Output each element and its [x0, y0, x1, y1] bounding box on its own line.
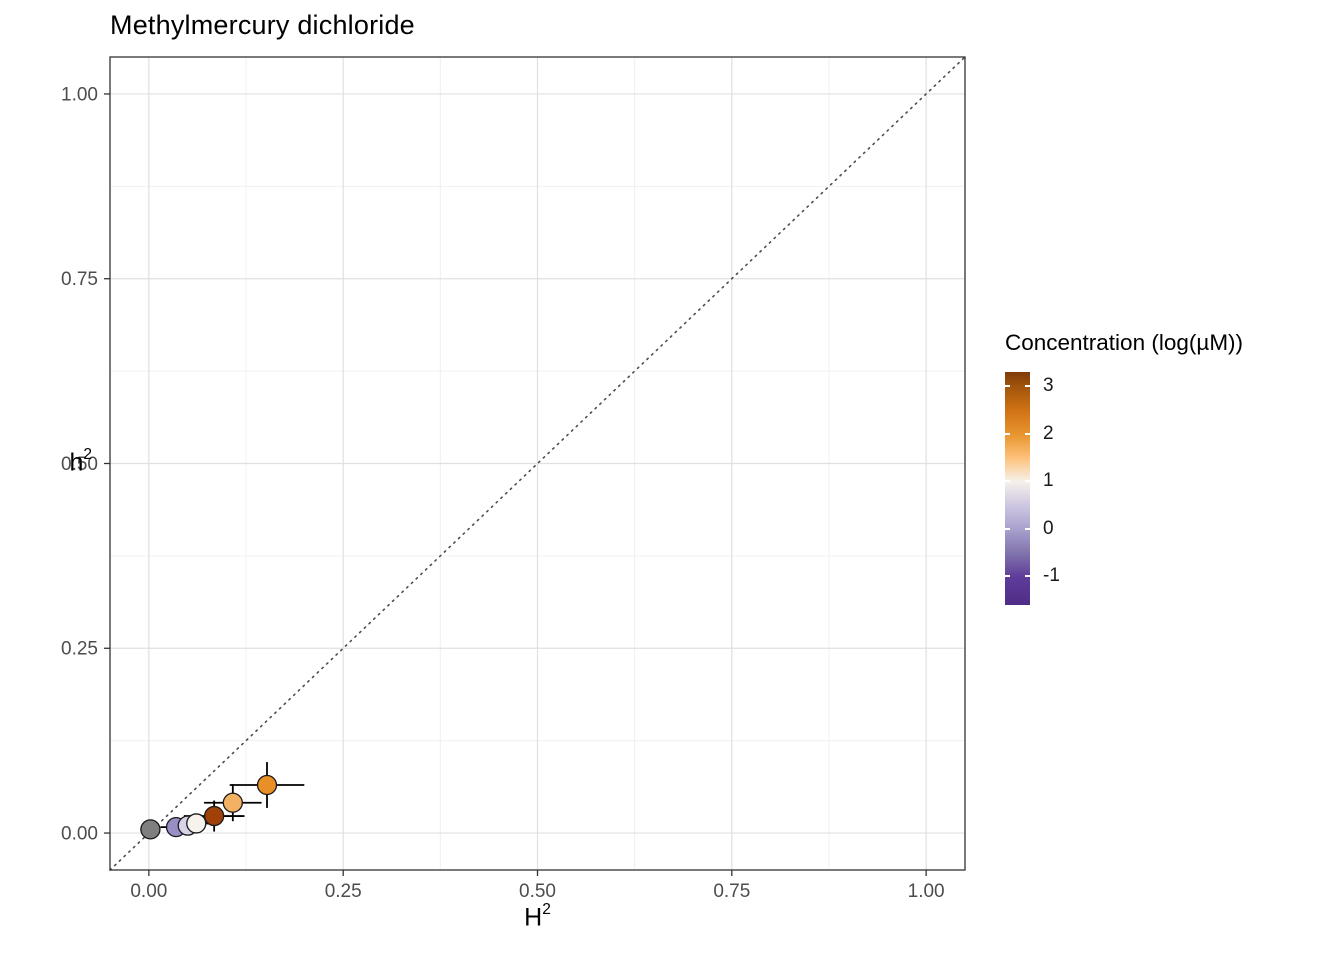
x-tick-label: 1.00	[908, 881, 945, 902]
colorbar-tick-mark	[1025, 432, 1030, 435]
colorbar-tick-label: 2	[1043, 422, 1054, 444]
data-point	[256, 774, 278, 796]
x-tick-label: 0.00	[130, 881, 167, 902]
axes: 0.00 0.00 0.25 0.25 0.50 0.50 0.75 0.75 1.00 1.00	[61, 84, 945, 902]
identity-line	[109, 56, 966, 871]
data-point	[186, 813, 207, 834]
colorbar-tick-mark	[1025, 480, 1030, 483]
x-tick-label: 0.75	[713, 881, 750, 902]
colorbar-tick-mark	[1005, 575, 1010, 578]
x-tick-label: 0.25	[325, 881, 362, 902]
y-axis-label-exponent: 2	[83, 445, 92, 463]
colorbar	[1005, 372, 1030, 605]
x-axis-label-base: H	[524, 903, 543, 932]
legend-title: Concentration (log(µM))	[1005, 330, 1244, 355]
colorbar-legend: Concentration (log(µM)) 3 2 1 0 -1	[1005, 330, 1344, 617]
data-point	[140, 819, 161, 840]
colorbar-tick-mark	[1005, 527, 1010, 530]
y-tick-label: 0.75	[61, 269, 98, 290]
y-tick-label: 0.50	[61, 454, 98, 475]
colorbar-tick-label: 0	[1043, 517, 1054, 539]
points-layer	[140, 774, 278, 840]
y-tick-label: 0.25	[61, 639, 98, 660]
colorbar-tick-label: 1	[1043, 470, 1054, 492]
x-tick-label: 0.50	[519, 881, 556, 902]
data-point	[222, 792, 243, 813]
data-point	[204, 805, 225, 827]
colorbar-tick-mark	[1025, 527, 1030, 530]
y-axis-label: h2	[40, 445, 92, 477]
colorbar-tick-label: 3	[1043, 375, 1054, 397]
colorbar-tick-mark	[1025, 575, 1030, 578]
colorbar-wrap: 3 2 1 0 -1	[1005, 372, 1344, 617]
x-axis-label: H2	[110, 900, 965, 932]
colorbar-tick-mark	[1025, 385, 1030, 388]
plot-title: Methylmercury dichloride	[110, 10, 415, 40]
x-axis-label-exponent: 2	[542, 900, 551, 918]
grid	[110, 57, 965, 870]
y-axis-label-base: h	[69, 448, 84, 477]
colorbar-tick-label: -1	[1043, 565, 1060, 587]
y-tick-label: 1.00	[61, 84, 98, 105]
y-tick-label: 0.00	[61, 824, 98, 845]
colorbar-tick-mark	[1005, 432, 1010, 435]
colorbar-tick-mark	[1005, 480, 1010, 483]
colorbar-tick-mark	[1005, 385, 1010, 388]
